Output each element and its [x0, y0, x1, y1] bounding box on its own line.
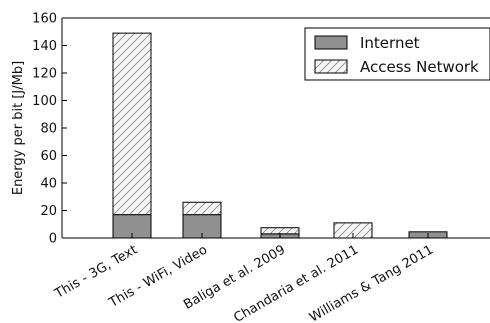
y-tick-label: 160 [32, 12, 57, 27]
y-tick-label: 140 [32, 39, 57, 54]
x-tick-label: Chandaria et al. 2011 [231, 242, 361, 323]
y-tick-label: 60 [40, 149, 57, 164]
legend-label-access-network: Access Network [360, 58, 479, 76]
y-tick-label: 80 [40, 122, 57, 137]
y-tick-label: 20 [40, 204, 57, 219]
y-tick-label: 0 [49, 232, 57, 247]
legend: Internet Access Network [304, 27, 490, 81]
legend-swatch-access-network [314, 59, 348, 74]
y-tick-label: 40 [40, 177, 57, 192]
bar-access-network [260, 227, 300, 235]
legend-swatch-internet [314, 35, 348, 50]
y-tick-label: 100 [32, 94, 57, 109]
y-tick-label: 120 [32, 67, 57, 82]
legend-label-internet: Internet [360, 34, 420, 52]
bar-access-network [182, 201, 222, 216]
bar-access-network [112, 32, 152, 216]
x-tick-label: Williams & Tang 2011 [307, 242, 436, 323]
y-axis-label: Energy per bit [J/Mb] [11, 61, 26, 195]
